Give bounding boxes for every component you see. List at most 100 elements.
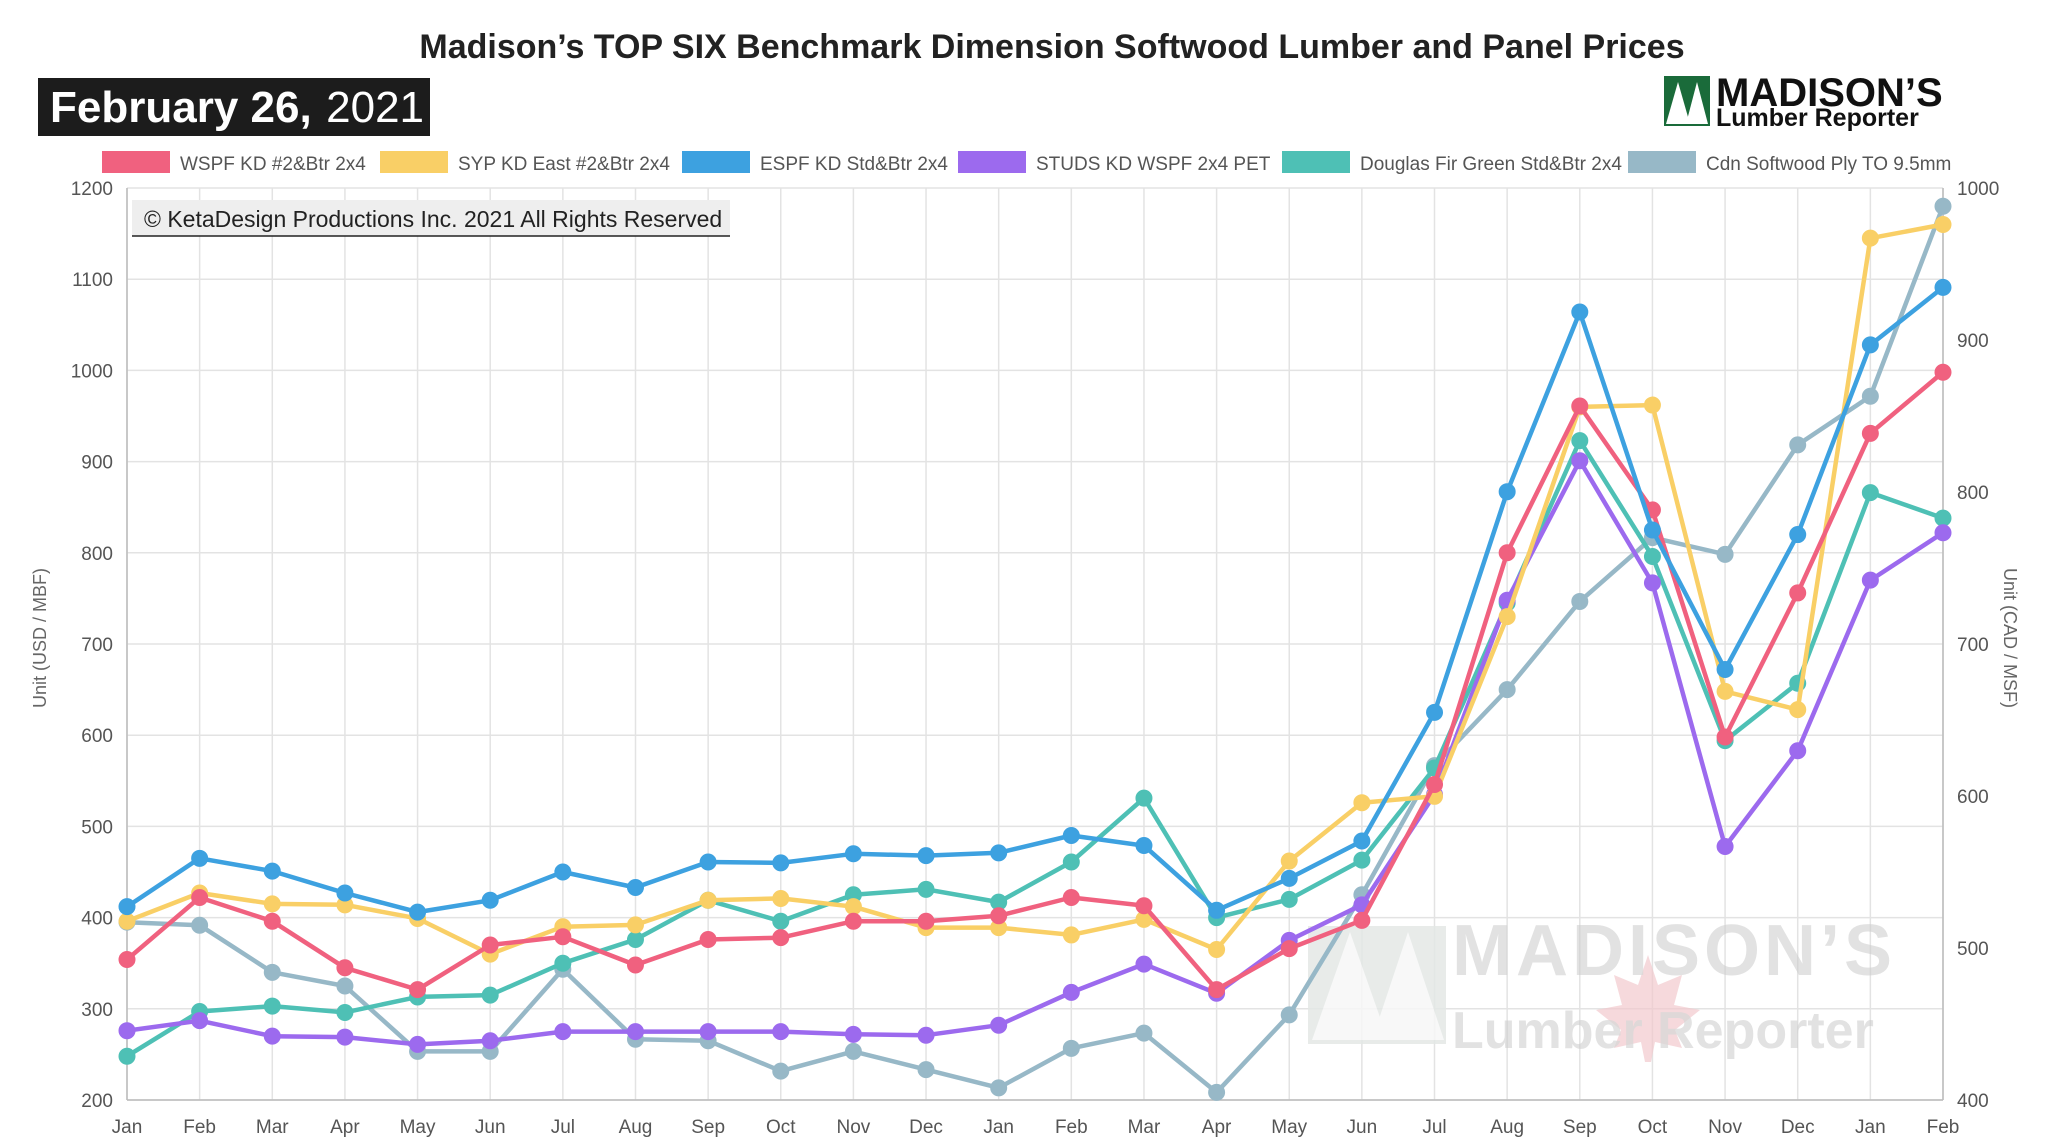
legend-item[interactable]: STUDS KD WSPF 2x4 PET — [958, 151, 1271, 175]
data-point[interactable] — [1426, 703, 1444, 721]
data-point[interactable] — [1934, 524, 1952, 542]
data-point[interactable] — [1789, 526, 1807, 544]
data-point[interactable] — [1280, 890, 1298, 908]
data-point[interactable] — [1643, 574, 1661, 592]
data-point[interactable] — [917, 912, 935, 930]
data-point[interactable] — [1208, 941, 1226, 959]
legend-item[interactable]: SYP KD East #2&Btr 2x4 — [380, 151, 670, 175]
data-point[interactable] — [772, 1062, 790, 1080]
data-point[interactable] — [699, 930, 717, 948]
data-point[interactable] — [1062, 827, 1080, 845]
data-point[interactable] — [1135, 955, 1153, 973]
data-point[interactable] — [1353, 832, 1371, 850]
data-point[interactable] — [1789, 436, 1807, 454]
data-point[interactable] — [1861, 571, 1879, 589]
data-point[interactable] — [263, 912, 281, 930]
data-point[interactable] — [1789, 584, 1807, 602]
data-point[interactable] — [1643, 547, 1661, 565]
data-point[interactable] — [844, 898, 862, 916]
data-point[interactable] — [336, 1003, 354, 1021]
legend-item[interactable]: Cdn Softwood Ply TO 9.5mm — [1628, 151, 1951, 175]
data-point[interactable] — [1280, 1006, 1298, 1024]
data-point[interactable] — [409, 903, 427, 921]
data-point[interactable] — [1716, 545, 1734, 563]
data-point[interactable] — [1861, 424, 1879, 442]
data-point[interactable] — [844, 845, 862, 863]
data-point[interactable] — [772, 889, 790, 907]
legend-item[interactable]: Douglas Fir Green Std&Btr 2x4 — [1282, 151, 1622, 175]
data-point[interactable] — [1498, 608, 1516, 626]
data-point[interactable] — [1498, 483, 1516, 501]
data-point[interactable] — [626, 930, 644, 948]
data-point[interactable] — [1208, 901, 1226, 919]
data-point[interactable] — [191, 1012, 209, 1030]
data-point[interactable] — [1353, 794, 1371, 812]
data-point[interactable] — [772, 1023, 790, 1041]
data-point[interactable] — [409, 1035, 427, 1053]
data-point[interactable] — [1208, 1083, 1226, 1101]
data-point[interactable] — [917, 847, 935, 865]
data-point[interactable] — [554, 1023, 572, 1041]
data-point[interactable] — [917, 880, 935, 898]
data-point[interactable] — [699, 1023, 717, 1041]
data-point[interactable] — [481, 936, 499, 954]
data-point[interactable] — [699, 853, 717, 871]
data-point[interactable] — [1861, 229, 1879, 247]
data-point[interactable] — [1716, 682, 1734, 700]
data-point[interactable] — [336, 977, 354, 995]
data-point[interactable] — [1062, 1039, 1080, 1057]
data-point[interactable] — [844, 912, 862, 930]
data-point[interactable] — [1062, 983, 1080, 1001]
data-point[interactable] — [1498, 681, 1516, 699]
data-point[interactable] — [554, 928, 572, 946]
data-point[interactable] — [1280, 869, 1298, 887]
data-point[interactable] — [263, 997, 281, 1015]
data-point[interactable] — [1571, 397, 1589, 415]
data-point[interactable] — [1571, 592, 1589, 610]
data-point[interactable] — [263, 1027, 281, 1045]
data-point[interactable] — [1789, 742, 1807, 760]
data-point[interactable] — [772, 929, 790, 947]
data-point[interactable] — [1934, 197, 1952, 215]
data-point[interactable] — [699, 891, 717, 909]
data-point[interactable] — [1353, 911, 1371, 929]
data-point[interactable] — [118, 1047, 136, 1065]
data-point[interactable] — [917, 1061, 935, 1079]
data-point[interactable] — [626, 956, 644, 974]
data-point[interactable] — [1135, 789, 1153, 807]
data-point[interactable] — [1789, 701, 1807, 719]
data-point[interactable] — [1062, 926, 1080, 944]
data-point[interactable] — [1643, 521, 1661, 539]
data-point[interactable] — [844, 1042, 862, 1060]
data-point[interactable] — [1934, 215, 1952, 233]
data-point[interactable] — [481, 1032, 499, 1050]
data-point[interactable] — [990, 1079, 1008, 1097]
data-point[interactable] — [263, 862, 281, 880]
data-point[interactable] — [1498, 544, 1516, 562]
data-point[interactable] — [191, 889, 209, 907]
data-point[interactable] — [336, 959, 354, 977]
data-point[interactable] — [1353, 851, 1371, 869]
data-point[interactable] — [1280, 940, 1298, 958]
data-point[interactable] — [844, 1025, 862, 1043]
data-point[interactable] — [118, 898, 136, 916]
data-point[interactable] — [481, 986, 499, 1004]
data-point[interactable] — [118, 912, 136, 930]
data-point[interactable] — [263, 895, 281, 913]
data-point[interactable] — [336, 1028, 354, 1046]
data-point[interactable] — [481, 891, 499, 909]
legend-item[interactable]: ESPF KD Std&Btr 2x4 — [682, 151, 948, 175]
data-point[interactable] — [772, 854, 790, 872]
data-point[interactable] — [191, 849, 209, 867]
data-point[interactable] — [1716, 661, 1734, 679]
data-point[interactable] — [1716, 837, 1734, 855]
data-point[interactable] — [1280, 852, 1298, 870]
data-point[interactable] — [990, 907, 1008, 925]
data-point[interactable] — [118, 1022, 136, 1040]
data-point[interactable] — [1062, 889, 1080, 907]
data-point[interactable] — [554, 954, 572, 972]
data-point[interactable] — [1135, 897, 1153, 915]
data-point[interactable] — [1135, 1024, 1153, 1042]
data-point[interactable] — [554, 863, 572, 881]
data-point[interactable] — [626, 1023, 644, 1041]
